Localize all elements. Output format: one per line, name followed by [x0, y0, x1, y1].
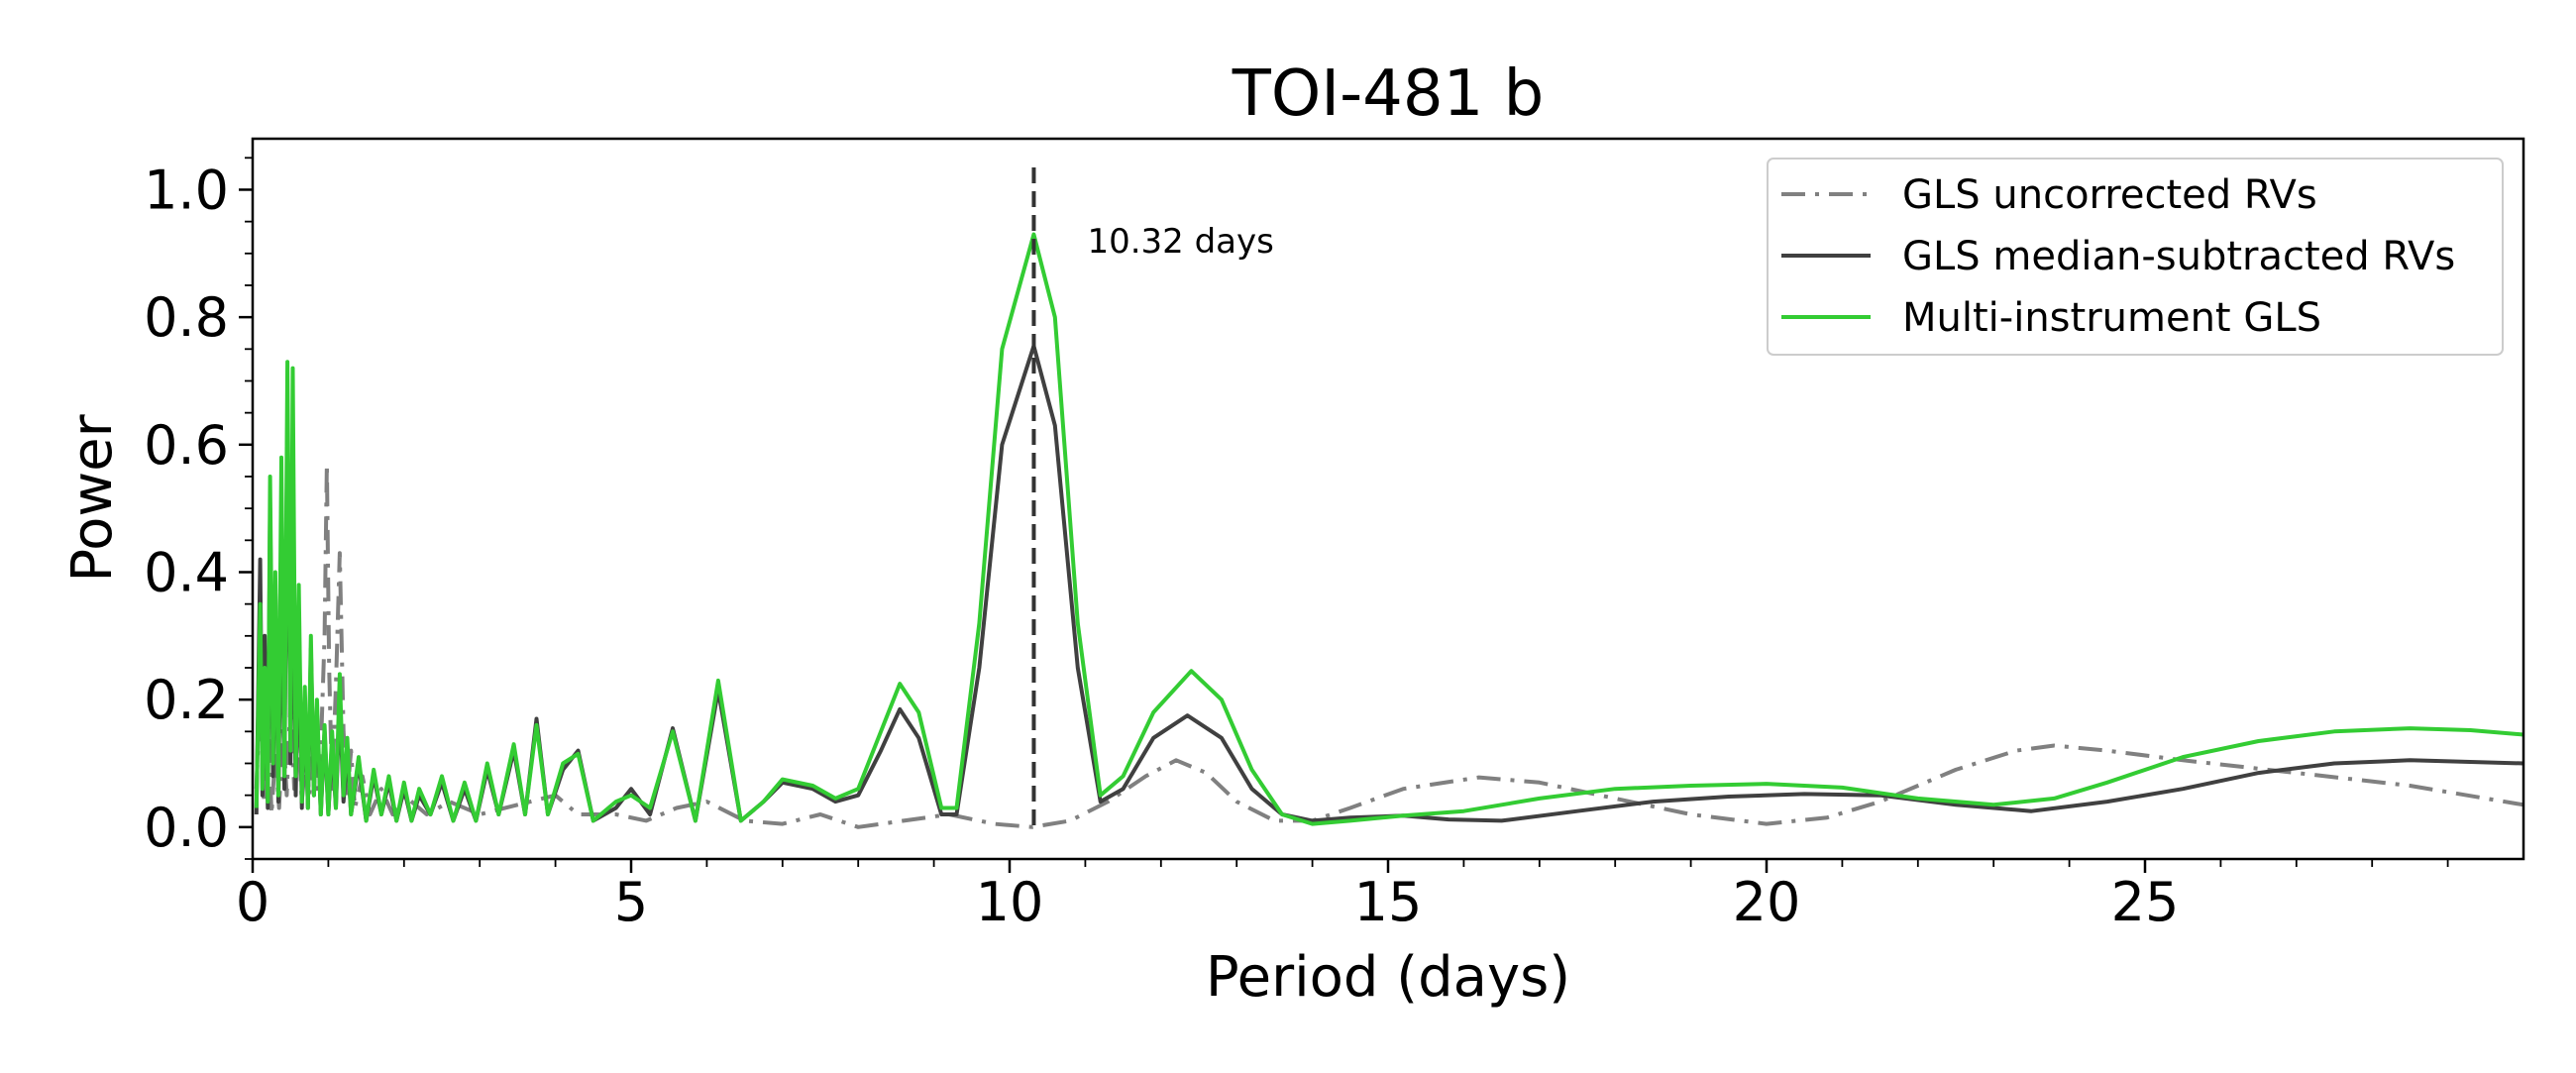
y-tick-label: 0.0: [144, 797, 229, 859]
chart-title: TOI-481 b: [1232, 57, 1545, 131]
x-tick-label: 5: [614, 871, 648, 933]
legend: GLS uncorrected RVs GLS median-subtracted…: [1767, 158, 2504, 356]
x-axis-label: Period (days): [1206, 945, 1570, 1010]
legend-label-3: Multi-instrument GLS: [1902, 295, 2321, 341]
y-tick-label: 0.2: [144, 669, 229, 731]
plot-frame: [251, 137, 2525, 861]
x-tick-label: 25: [2111, 871, 2180, 933]
peak-annotation: 10.32 days: [1087, 222, 1273, 262]
legend-label-1: GLS uncorrected RVs: [1902, 172, 2317, 218]
y-axis-ticks: 0.0 0.2 0.4 0.6 0.8 1.0: [144, 157, 253, 860]
x-tick-label: 10: [976, 871, 1044, 933]
y-tick-label: 0.4: [144, 541, 229, 603]
x-tick-label: 20: [1733, 871, 1801, 933]
y-axis-label: Power: [60, 413, 125, 582]
series-line-3: [254, 232, 2523, 826]
y-tick-label: 0.6: [144, 414, 229, 477]
x-axis-ticks: 0 5 10 15 20 25: [236, 859, 2449, 933]
legend-label-2: GLS median-subtracted RVs: [1902, 234, 2455, 279]
series-line-2: [254, 344, 2523, 823]
x-tick-label: 15: [1354, 871, 1423, 933]
series-line-1: [254, 462, 2523, 829]
x-tick-label: 0: [236, 871, 269, 933]
y-tick-label: 0.8: [144, 286, 229, 349]
legend-box: [1767, 158, 2504, 356]
series-layer: [254, 232, 2523, 829]
y-tick-label: 1.0: [144, 159, 229, 221]
